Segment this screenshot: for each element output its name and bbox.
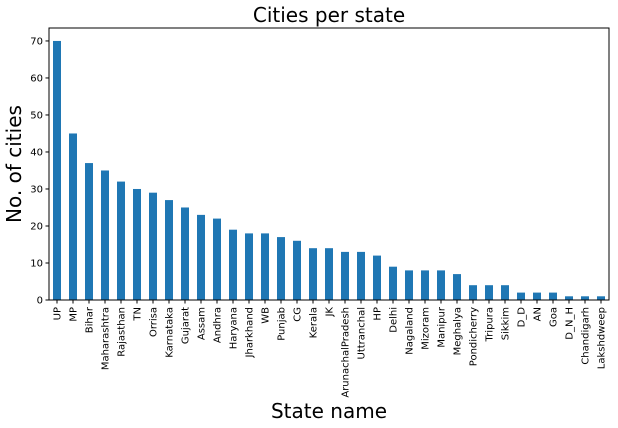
- x-tick-label: Gujarat: [181, 307, 192, 344]
- y-tick-label: 50: [30, 110, 43, 121]
- y-tick-label: 70: [30, 36, 43, 47]
- x-tick-label: Bihar: [85, 306, 96, 333]
- bar-Jharkhand: [245, 233, 253, 300]
- x-tick-label: D_D: [517, 307, 528, 328]
- x-tick-label: Chandigarh: [581, 307, 592, 365]
- bar-Orrisa: [149, 192, 157, 300]
- bar-ArunachalPradesh: [341, 251, 349, 300]
- x-tick-label: WB: [261, 307, 272, 324]
- x-tick-label: CG: [293, 307, 304, 322]
- bar-Maharashtra: [101, 170, 109, 300]
- x-tick-label: HP: [373, 307, 384, 321]
- bar-Tripura: [485, 285, 493, 300]
- bar-Nagaland: [405, 270, 413, 300]
- bar-Punjab: [277, 237, 285, 300]
- plot-frame: [48, 27, 610, 301]
- y-tick-label: 60: [30, 73, 43, 84]
- bar-CG: [293, 240, 301, 300]
- bar-MP: [69, 133, 77, 300]
- bar-D_D: [517, 292, 525, 300]
- x-axis: UP MP Bihar Maharashtra Rajasthan TN Orrisa Kar…: [53, 300, 608, 398]
- y-axis-title: No. of cities: [2, 105, 26, 223]
- x-tick-label: Meghalya: [453, 307, 464, 355]
- bar-Andhra: [213, 218, 221, 300]
- bar-Pondicherry: [469, 285, 477, 300]
- x-tick-label: JK: [325, 307, 336, 318]
- x-tick-label: Karnataka: [165, 307, 176, 358]
- bar-JK: [325, 248, 333, 300]
- bar-Sikkim: [501, 285, 509, 300]
- x-tick-label: Rajasthan: [117, 307, 128, 357]
- bar-Karnataka: [165, 200, 173, 300]
- chart-title: Cities per state: [253, 3, 405, 27]
- bar-TN: [133, 188, 141, 300]
- bar-Uttranchal: [357, 251, 365, 300]
- bar-Delhi: [389, 266, 397, 300]
- bar-Assam: [197, 214, 205, 300]
- y-tick-label: 10: [30, 258, 43, 269]
- x-tick-label: Kerala: [309, 307, 320, 338]
- bar-Rajasthan: [117, 181, 125, 300]
- y-tick-label: 0: [37, 296, 43, 307]
- bar-Manipur: [437, 270, 445, 300]
- x-tick-label: Nagaland: [405, 307, 416, 355]
- bar-Gujarat: [181, 207, 189, 300]
- x-tick-label: Jharkhand: [245, 307, 256, 358]
- x-tick-label: UP: [53, 307, 64, 320]
- x-tick-label: Orrisa: [149, 307, 160, 337]
- bar-Goa: [549, 292, 557, 300]
- x-axis-title: State name: [271, 399, 387, 423]
- x-tick-label: Lakshdweep: [597, 307, 608, 369]
- bar-HP: [373, 255, 381, 300]
- y-tick-label: 30: [30, 184, 43, 195]
- x-tick-label: Haryana: [229, 307, 240, 349]
- x-tick-label: Punjab: [277, 307, 288, 341]
- x-tick-label: Assam: [197, 307, 208, 340]
- x-tick-label: Andhra: [213, 307, 224, 343]
- x-tick-label: Goa: [549, 307, 560, 327]
- bar-Mizoram: [421, 270, 429, 300]
- x-tick-label: MP: [69, 307, 80, 322]
- x-tick-label: Delhi: [389, 307, 400, 333]
- x-tick-label: ArunachalPradesh: [341, 307, 352, 398]
- x-tick-label: TN: [133, 307, 144, 322]
- bar-AN: [533, 292, 541, 300]
- x-tick-label: Sikkim: [501, 307, 512, 340]
- bar-UP: [53, 40, 61, 300]
- bar-Lakshdweep: [597, 296, 605, 300]
- bar-WB: [261, 233, 269, 300]
- bar-D_N_H: [565, 296, 573, 300]
- bar-Bihar: [85, 163, 93, 300]
- x-tick-label: Mizoram: [421, 307, 432, 350]
- x-tick-label: AN: [533, 307, 544, 321]
- bar-Chandigarh: [581, 296, 589, 300]
- y-axis: 0 10 20 30 40 50 60 70: [30, 36, 49, 307]
- bar-Haryana: [229, 229, 237, 300]
- x-tick-label: Manipur: [437, 306, 448, 348]
- bar-Kerala: [309, 248, 317, 300]
- y-tick-label: 40: [30, 147, 43, 158]
- bars-group: [53, 40, 605, 300]
- x-tick-label: Tripura: [485, 307, 496, 342]
- x-tick-label: Maharashtra: [101, 307, 112, 370]
- x-tick-label: Pondicherry: [469, 307, 480, 366]
- x-tick-label: Uttranchal: [357, 307, 368, 359]
- y-tick-label: 20: [30, 221, 43, 232]
- x-tick-label: D_N_H: [565, 307, 576, 340]
- bar-Meghalya: [453, 274, 461, 300]
